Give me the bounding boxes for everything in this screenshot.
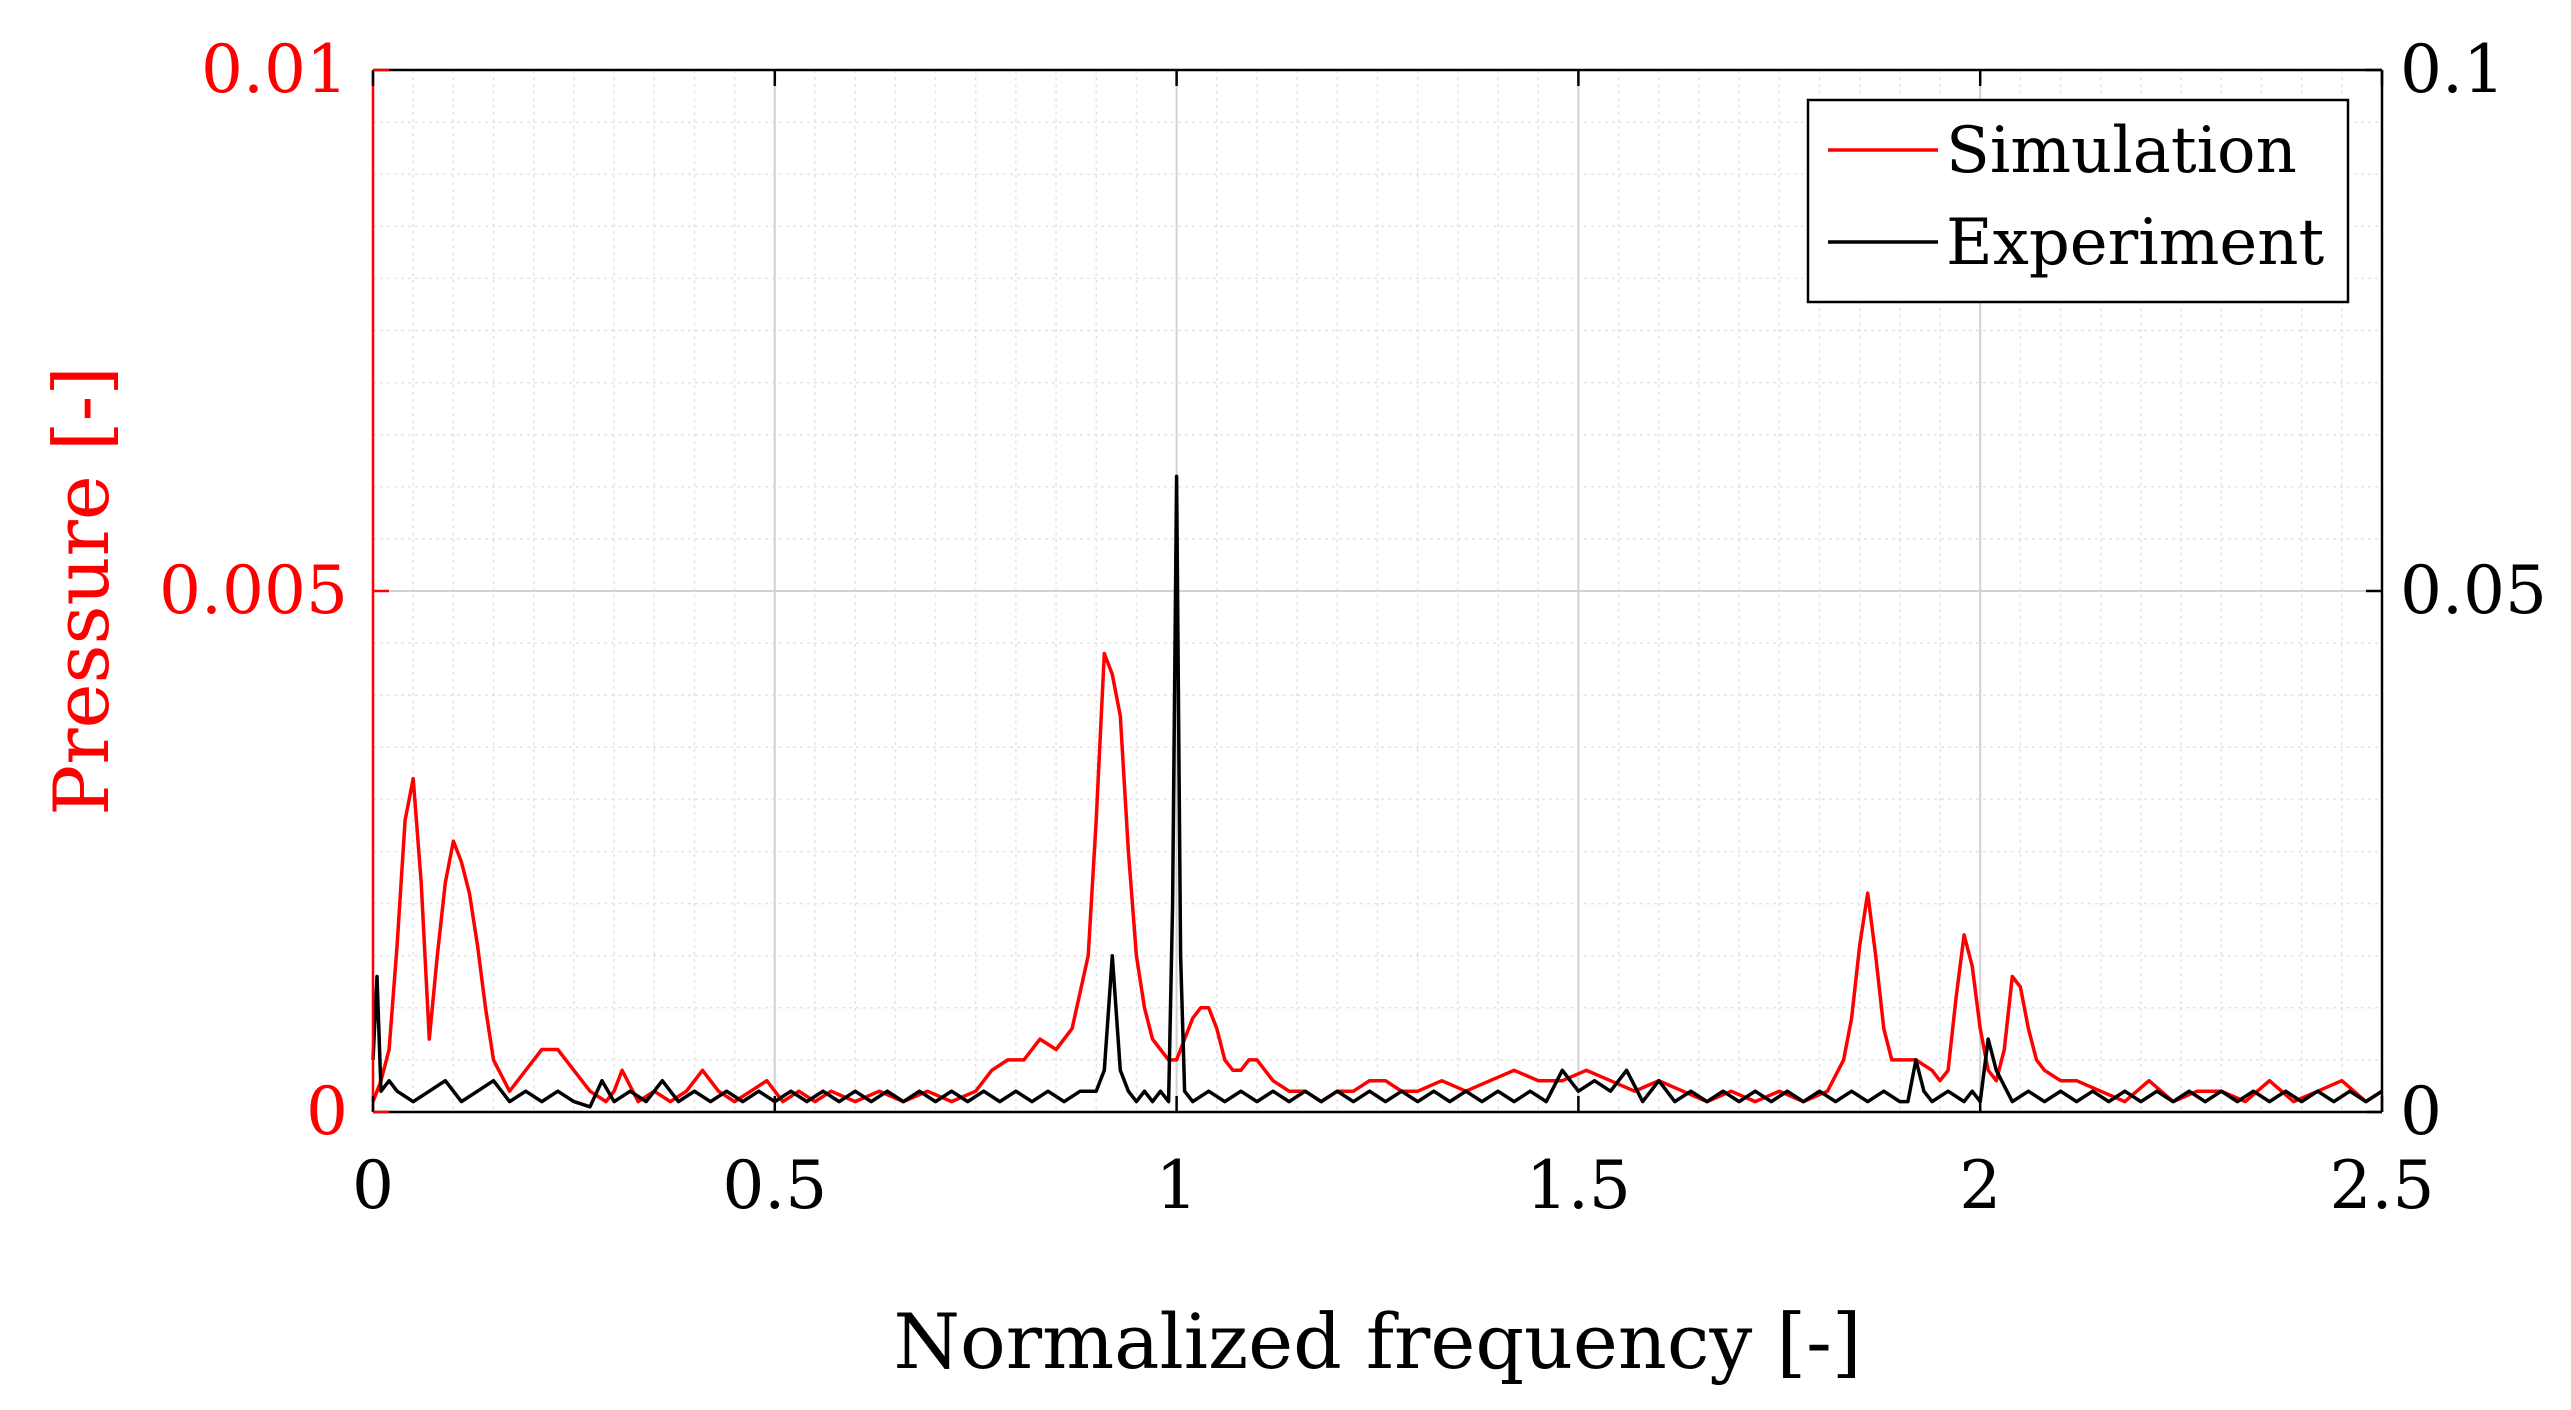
legend: Simulation Experiment bbox=[1806, 98, 2350, 304]
legend-label-simulation: Simulation bbox=[1946, 114, 2297, 188]
x-tick-label: 0.5 bbox=[722, 1147, 827, 1224]
labels-layer: 0 0.5 1 1.5 2 2.500.0050.0100.050.1Normalized… bbox=[37, 31, 2547, 1386]
series-layer bbox=[371, 474, 2383, 1109]
right-y-tick-label: 0.1 bbox=[2400, 31, 2505, 108]
x-tick-label: 1.5 bbox=[1526, 1147, 1631, 1224]
left-y-tick-label: 0.005 bbox=[159, 552, 348, 629]
axes-layer bbox=[371, 68, 2384, 1114]
left-y-tick-label: 0.01 bbox=[201, 31, 348, 108]
x-tick-label: 0 bbox=[352, 1147, 394, 1224]
right-y-tick-label: 0.05 bbox=[2400, 552, 2547, 629]
series-line-simulation bbox=[371, 651, 2383, 1104]
right-y-tick-label: 0 bbox=[2400, 1073, 2442, 1150]
x-axis-label: Normalized frequency [-] bbox=[894, 1297, 1862, 1386]
legend-label-experiment: Experiment bbox=[1946, 206, 2325, 280]
left-y-tick-label: 0 bbox=[306, 1073, 348, 1150]
x-tick-label: 2.5 bbox=[2330, 1147, 2435, 1224]
x-tick-label: 2 bbox=[1959, 1147, 2001, 1224]
x-tick-label: 1 bbox=[1156, 1147, 1198, 1224]
series-line-experiment bbox=[371, 474, 2383, 1109]
legend-box bbox=[1806, 98, 2350, 304]
left-y-axis-label: Pressure [-] bbox=[37, 366, 126, 816]
